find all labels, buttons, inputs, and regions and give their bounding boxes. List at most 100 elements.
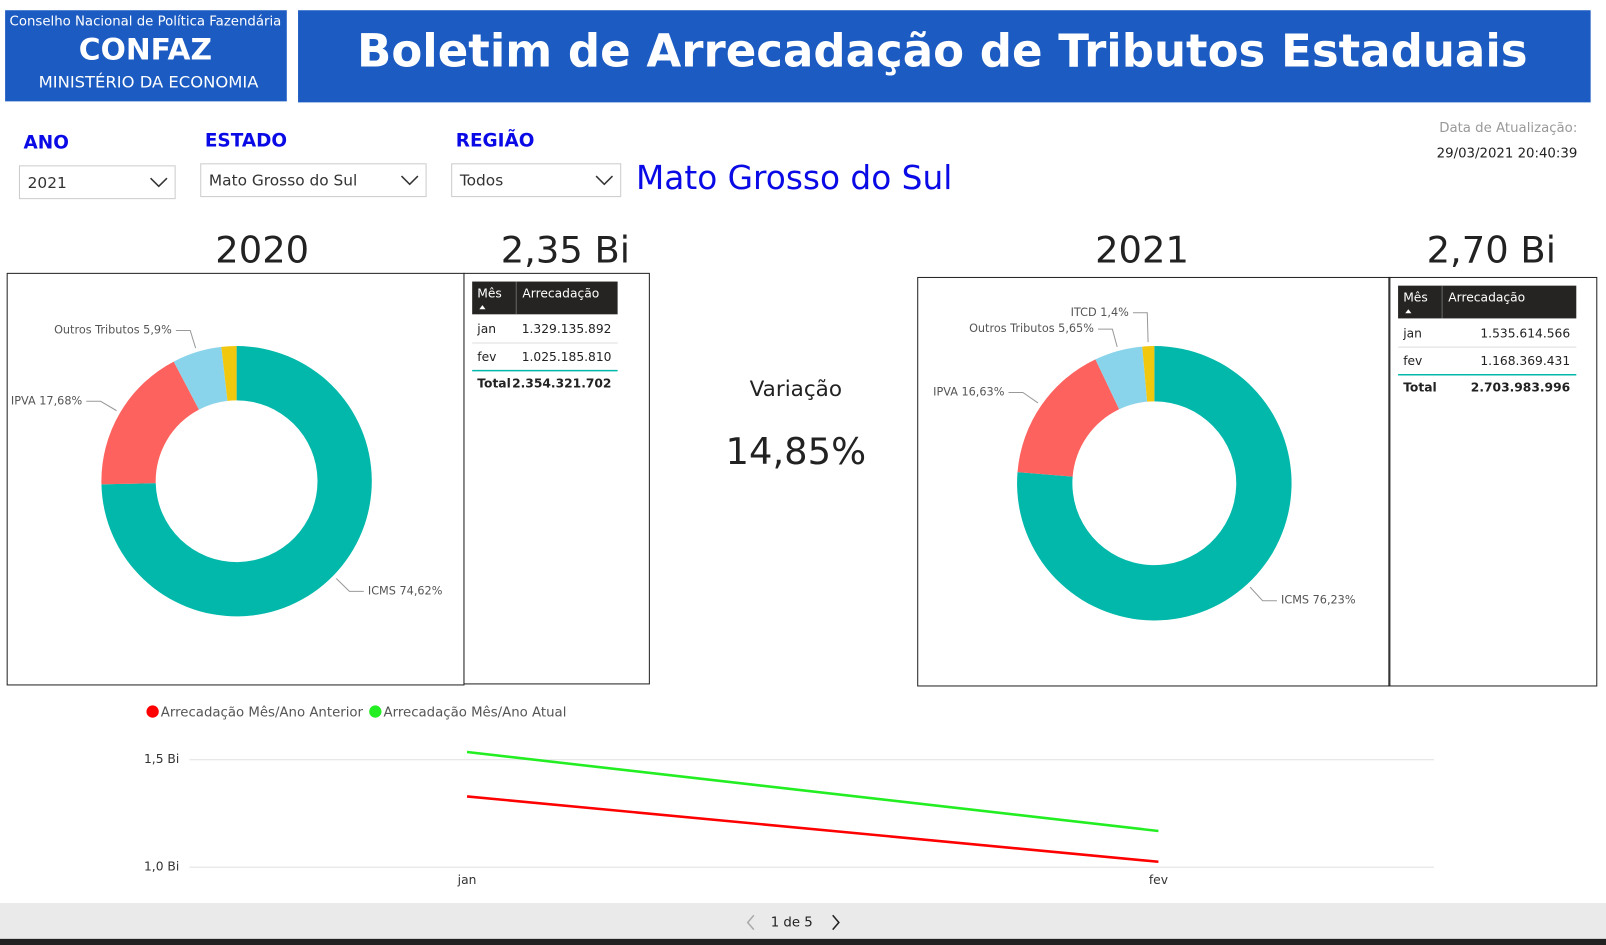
sort-icon <box>1405 309 1412 314</box>
column-header: Mês <box>477 286 502 300</box>
table-cell: 1.168.369.431 <box>1480 354 1570 368</box>
year-title: 2021 <box>1095 228 1189 271</box>
filter-label: ESTADO <box>205 130 287 151</box>
slice-value: 1,4% <box>1100 306 1129 319</box>
y-tick-label: 1,0 Bi <box>144 860 179 874</box>
column-header: Arrecadação <box>1448 290 1525 304</box>
series-line <box>466 795 1159 864</box>
slice-label: IPVA 16,63% <box>933 385 1005 398</box>
slice-category: Outros Tributos <box>969 322 1055 335</box>
donut-slice <box>221 346 237 401</box>
dropdown-arrow <box>150 177 168 188</box>
slice-label: ITCD 1,4% <box>1071 306 1130 319</box>
filter-label: ANO <box>24 132 69 153</box>
dropdown[interactable] <box>200 163 427 198</box>
slice-label: IPVA 17,68% <box>11 394 83 407</box>
dropdown-value: Mato Grosso do Sul <box>209 172 357 190</box>
column-header: Arrecadação <box>522 286 599 300</box>
year-title: 2020 <box>215 228 309 271</box>
leader-line <box>86 400 117 412</box>
pager-bar <box>0 903 1606 939</box>
donut-slice <box>101 361 199 485</box>
selected-state: Mato Grosso do Sul <box>636 159 952 197</box>
leader-line <box>175 329 197 349</box>
table-cell: jan <box>1402 326 1422 340</box>
table-cell: 2.703.983.996 <box>1471 381 1570 395</box>
table-cell: 1.025.185.810 <box>522 350 612 364</box>
table-header <box>472 281 618 315</box>
donut-slice <box>173 346 228 410</box>
x-tick-label: jan <box>457 873 477 887</box>
donut-slice <box>101 346 372 617</box>
legend-label: Arrecadação Mês/Ano Atual <box>384 705 567 721</box>
slice-category: IPVA <box>933 385 958 398</box>
slice-category: ICMS <box>368 584 396 597</box>
donut-slice <box>1142 346 1155 402</box>
slice-category: ICMS <box>1281 594 1309 607</box>
slice-value: 5,65% <box>1058 322 1094 335</box>
slice-category: IPVA <box>11 394 36 407</box>
x-tick-label: fev <box>1149 873 1168 887</box>
slice-value: 17,68% <box>39 394 82 407</box>
slice-label: ICMS 74,62% <box>368 584 443 597</box>
slice-value: 74,62% <box>400 584 443 597</box>
y-tick-label: 1,5 Bi <box>144 752 179 766</box>
table-frame <box>463 272 650 685</box>
acronym: CONFAZ <box>79 33 212 68</box>
sort-icon <box>479 305 486 310</box>
leader-line <box>1098 328 1118 348</box>
ministry: MINISTÉRIO DA ECONOMIA <box>39 72 260 91</box>
series-line <box>466 750 1159 833</box>
table-cell: Total <box>477 376 511 390</box>
prev-page[interactable] <box>746 914 755 931</box>
legend-label: Arrecadação Mês/Ano Anterior <box>161 705 364 721</box>
org: Conselho Nacional de Política Fazendária <box>10 14 282 30</box>
table-cell: fev <box>477 350 496 364</box>
donut-slice <box>1095 346 1148 410</box>
slice-value: 16,63% <box>961 385 1004 398</box>
variation-label: Variação <box>750 377 842 402</box>
slice-label: ICMS 76,23% <box>1281 594 1356 607</box>
legend-marker <box>369 705 382 718</box>
table-cell: 2.354.321.702 <box>512 376 611 390</box>
leader-line <box>335 578 364 592</box>
update-value: 29/03/2021 20:40:39 <box>1437 147 1578 162</box>
filter-label: REGIÃO <box>456 128 535 151</box>
page-title: Boletim de Arrecadação de Tributos Estad… <box>357 24 1528 77</box>
variation-value: 14,85% <box>726 430 867 473</box>
leader-line <box>1249 586 1277 602</box>
column-header: Mês <box>1403 290 1428 304</box>
table-cell: Total <box>1403 381 1437 395</box>
donut-slice <box>1017 359 1120 477</box>
slice-value: 5,9% <box>143 324 172 337</box>
dropdown-arrow <box>400 175 419 186</box>
donut-frame <box>917 276 1391 687</box>
dropdown-value: 2021 <box>28 174 67 192</box>
slice-label: Outros Tributos 5,65% <box>969 322 1094 335</box>
table-cell: fev <box>1403 354 1422 368</box>
slice-category: Outros Tributos <box>54 324 140 337</box>
dropdown[interactable] <box>451 163 622 198</box>
dropdown-value: Todos <box>459 172 503 190</box>
title-box <box>298 10 1591 103</box>
table-frame <box>1388 276 1598 687</box>
table-cell: 1.329.135.892 <box>522 322 612 336</box>
year-total: 2,35 Bi <box>501 228 630 271</box>
next-page[interactable] <box>832 914 840 931</box>
year-total: 2,70 Bi <box>1427 228 1556 271</box>
table-header <box>1398 285 1577 319</box>
slice-value: 76,23% <box>1313 594 1356 607</box>
table-cell: 1.535.614.566 <box>1480 326 1570 340</box>
update-label: Data de Atualização: <box>1439 121 1577 136</box>
dropdown-arrow <box>595 175 614 186</box>
bottom-strip <box>0 938 1606 945</box>
leader-line <box>1132 312 1149 343</box>
donut-slice <box>1017 346 1292 621</box>
slice-label: Outros Tributos 5,9% <box>54 324 172 337</box>
table-cell: jan <box>476 322 496 336</box>
pager: 1 de 5 <box>771 915 813 930</box>
dropdown[interactable] <box>18 165 176 200</box>
leader-line <box>1008 391 1039 404</box>
